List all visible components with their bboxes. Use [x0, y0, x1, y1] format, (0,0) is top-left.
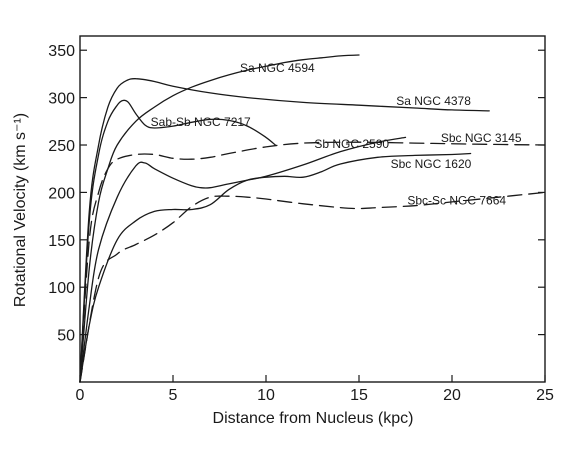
series-label-sbc-ngc-1620: Sbc NGC 1620	[391, 157, 472, 171]
series-label-sb-ngc-2590: Sb NGC 2590	[314, 137, 389, 151]
y-tick-label: 300	[48, 91, 75, 108]
y-axis-title: Rotational Velocity (km s⁻¹)	[12, 113, 29, 307]
y-axis: 50 100 150 200 250 300 350	[48, 43, 545, 345]
y-tick-label: 150	[48, 233, 75, 250]
y-tick-label: 100	[48, 280, 75, 297]
y-tick-label: 250	[48, 138, 75, 155]
x-tick-label: 10	[257, 387, 275, 404]
series-line-sa-ngc-4378	[79, 78, 490, 383]
x-tick-label: 0	[76, 387, 85, 404]
series-labels: Sa NGC 4594 Sa NGC 4378 Sab-Sb NGC 7217 Sb …	[151, 61, 522, 208]
series-label-sbc-sc-ngc-7664: Sbc-Sc NGC 7664	[407, 194, 506, 208]
series-label-sa-ngc-4594: Sa NGC 4594	[240, 61, 315, 75]
series-label-sa-ngc-4378: Sa NGC 4378	[396, 94, 471, 108]
series-layer	[79, 54, 546, 383]
x-axis-title: Distance from Nucleus (kpc)	[213, 410, 414, 427]
series-label-sbc-ngc-3145: Sbc NGC 3145	[441, 131, 522, 145]
series-line-sb-ngc-2590	[79, 136, 407, 383]
series-line-sbc-ngc-3145	[79, 141, 546, 383]
x-axis: 0 5 10 15 20 25	[76, 375, 554, 404]
series-line-sa-ngc-4594	[79, 54, 360, 383]
plot-frame	[79, 35, 546, 383]
series-line-sbc-ngc-1620	[79, 152, 472, 383]
y-tick-label: 350	[48, 43, 75, 60]
x-tick-label: 20	[443, 387, 461, 404]
x-tick-label: 5	[169, 387, 178, 404]
series-line-sab-sb-ngc-7217	[79, 99, 276, 383]
y-tick-label: 50	[57, 328, 75, 345]
series-line-sbc-sc-ngc-7664	[79, 191, 546, 383]
x-tick-label: 15	[350, 387, 368, 404]
y-tick-label: 200	[48, 185, 75, 202]
series-label-sab-sb-ngc-7217: Sab-Sb NGC 7217	[151, 115, 251, 129]
x-tick-label: 25	[536, 387, 554, 404]
